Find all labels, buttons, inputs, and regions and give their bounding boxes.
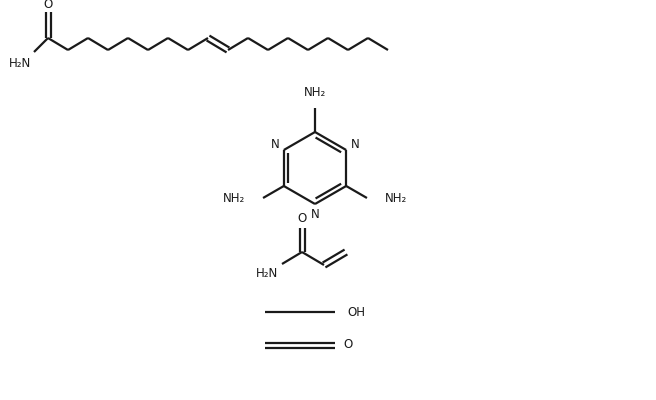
Text: N: N [311, 208, 319, 220]
Text: N: N [271, 138, 279, 152]
Text: H₂N: H₂N [9, 57, 31, 70]
Text: O: O [343, 338, 352, 352]
Text: N: N [350, 138, 359, 152]
Text: NH₂: NH₂ [385, 192, 407, 204]
Text: OH: OH [347, 306, 365, 318]
Text: O: O [43, 0, 52, 10]
Text: O: O [297, 212, 306, 226]
Text: H₂N: H₂N [256, 267, 278, 280]
Text: NH₂: NH₂ [304, 86, 326, 99]
Text: NH₂: NH₂ [223, 192, 245, 204]
